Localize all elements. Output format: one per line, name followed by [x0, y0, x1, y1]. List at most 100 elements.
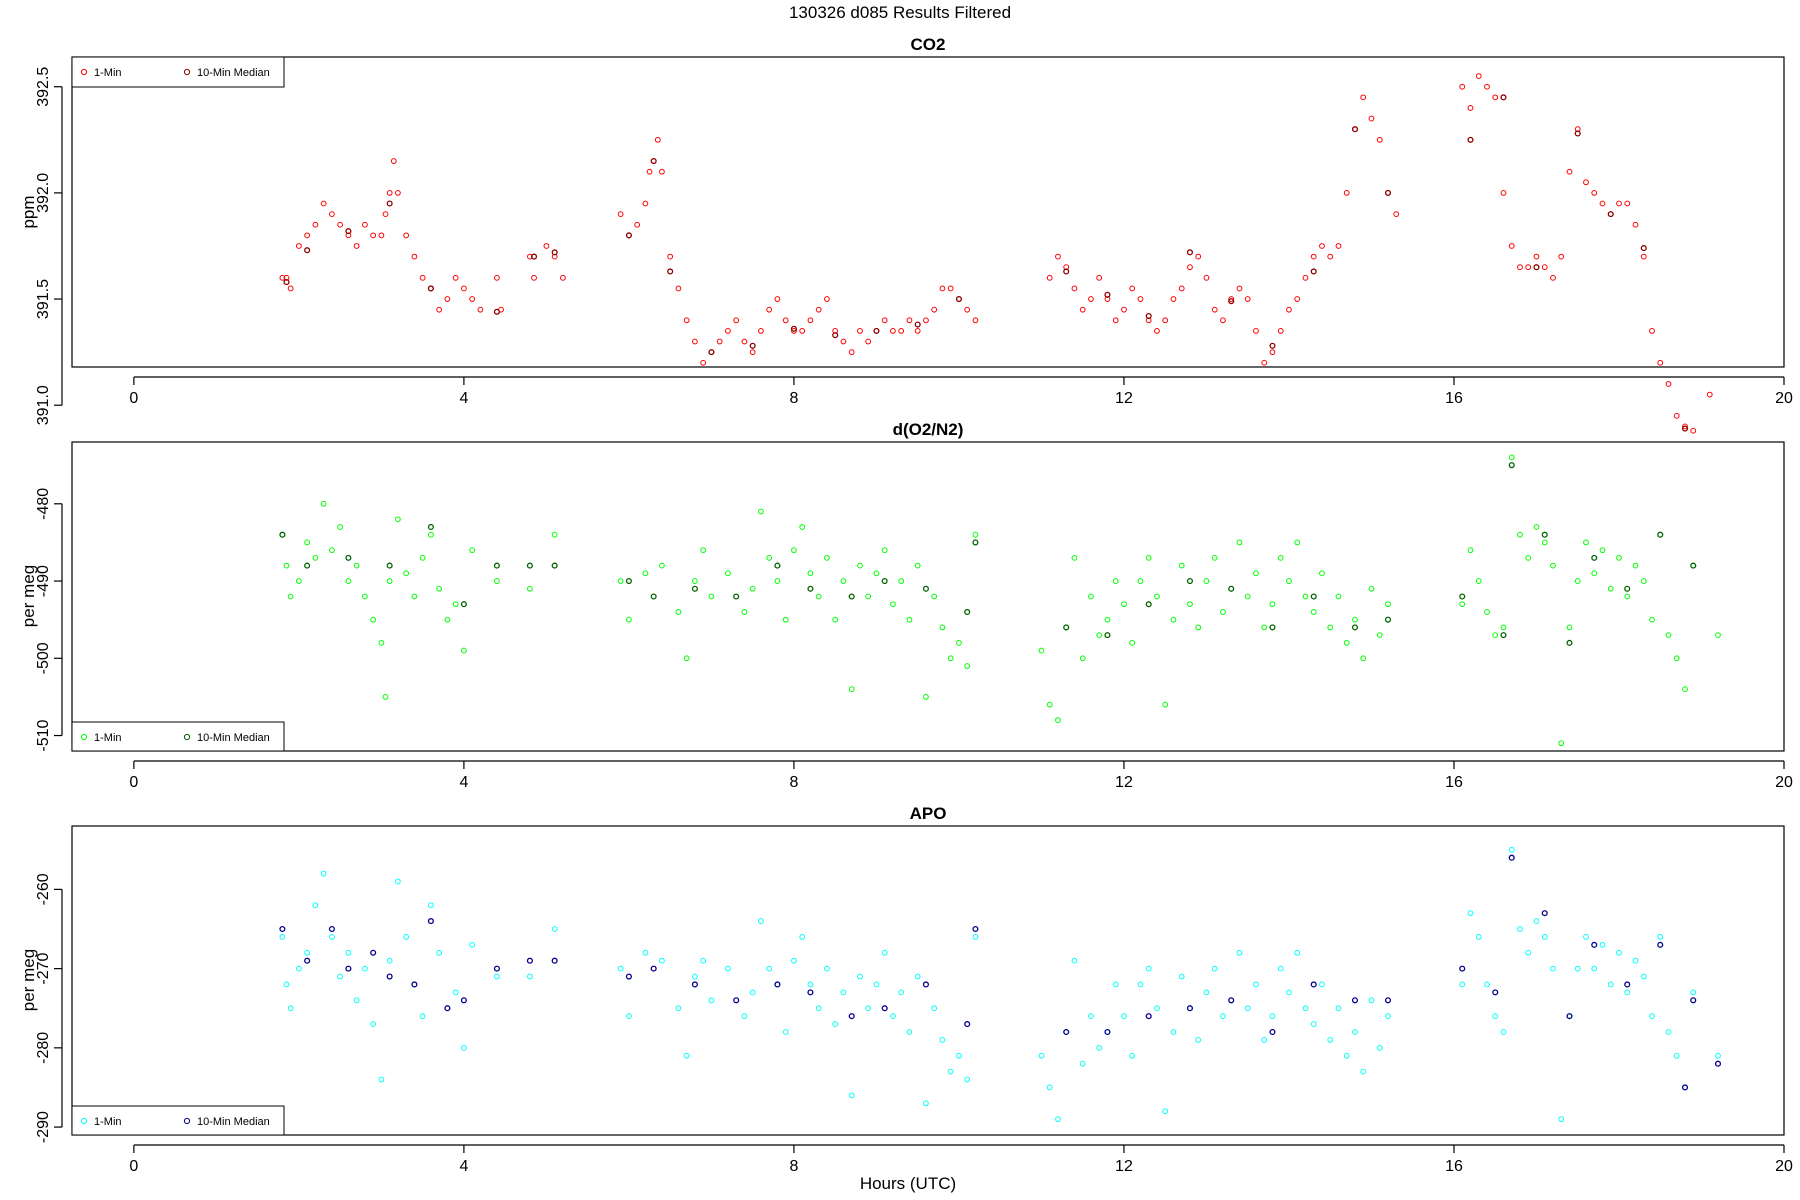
point-1min	[683, 317, 690, 324]
point-10min-median	[460, 601, 467, 608]
point-1min	[749, 989, 756, 996]
point-1min	[1665, 632, 1672, 639]
y-tick-label: -490	[35, 565, 52, 597]
point-1min	[1640, 973, 1647, 980]
y-tick-label: -280	[35, 1032, 52, 1064]
point-1min	[312, 902, 319, 909]
point-10min-median	[691, 585, 698, 592]
point-1min	[1475, 73, 1482, 80]
point-1min	[1253, 981, 1259, 988]
point-1min	[295, 243, 302, 249]
point-1min	[436, 306, 443, 313]
point-10min-median	[1500, 632, 1507, 639]
point-1min	[1310, 1021, 1317, 1027]
point-1min	[1310, 609, 1317, 615]
point-1min	[791, 328, 797, 334]
point-1min	[1484, 609, 1490, 615]
point-1min	[1508, 454, 1515, 461]
point-1min	[1261, 1037, 1268, 1043]
point-1min	[1665, 1029, 1672, 1035]
point-1min	[560, 274, 566, 281]
point-10min-median	[1310, 981, 1317, 988]
point-1min	[461, 1044, 467, 1051]
point-10min-median	[667, 268, 674, 275]
point-1min	[1492, 1013, 1499, 1020]
point-10min-median	[526, 562, 533, 569]
point-1min	[1071, 957, 1078, 964]
point-1min	[1104, 616, 1111, 623]
point-1min	[1055, 717, 1061, 723]
point-10min-median	[1186, 1005, 1194, 1012]
point-1min	[758, 918, 764, 924]
point-1min	[1137, 296, 1144, 302]
point-1min	[1178, 562, 1185, 569]
point-1min	[824, 554, 830, 561]
point-1min	[1459, 981, 1466, 988]
point-1min	[617, 578, 624, 584]
point-10min-median	[279, 531, 286, 538]
point-10min-median	[964, 608, 971, 615]
point-10min-median	[807, 585, 814, 592]
point-1min	[295, 578, 302, 584]
point-1min	[741, 338, 748, 345]
point-1min	[1558, 253, 1565, 260]
point-1min	[1649, 616, 1655, 623]
y-tick-label: -500	[35, 642, 52, 674]
point-10min-median	[304, 957, 311, 964]
point-1min	[1352, 1029, 1358, 1035]
point-1min	[378, 1076, 385, 1083]
point-1min	[1187, 264, 1193, 271]
point-10min-median	[708, 349, 715, 356]
point-10min-median	[1186, 577, 1194, 585]
point-1min	[279, 274, 286, 281]
point-1min	[646, 168, 653, 175]
point-1min	[394, 189, 401, 196]
legend-marker-median	[183, 733, 191, 741]
point-1min	[964, 306, 971, 313]
point-10min-median	[283, 279, 290, 286]
point-1min	[1525, 554, 1532, 561]
point-1min	[287, 593, 294, 600]
y-tick-label: -270	[35, 953, 52, 985]
point-1min	[1121, 306, 1127, 313]
point-1min	[675, 1005, 682, 1012]
point-1min	[390, 158, 397, 164]
point-1min	[1550, 562, 1556, 569]
point-1min	[947, 1068, 954, 1075]
point-1min	[1129, 639, 1136, 646]
point-10min-median	[386, 973, 393, 980]
x-tick-label: 4	[459, 1158, 468, 1175]
point-1min	[1508, 243, 1515, 249]
point-10min-median	[370, 949, 377, 956]
point-1min	[1079, 655, 1086, 662]
point-1min	[1319, 981, 1325, 988]
legend-box	[71, 56, 285, 88]
point-1min	[551, 926, 558, 932]
point-10min-median	[790, 325, 797, 332]
point-1min	[386, 189, 393, 196]
point-1min	[1599, 941, 1606, 948]
point-1min	[1137, 981, 1144, 988]
point-1min	[659, 168, 665, 175]
point-1min	[642, 949, 649, 956]
point-1min	[1574, 578, 1581, 584]
point-1min	[394, 516, 401, 523]
point-1min	[1294, 949, 1301, 956]
point-1min	[659, 562, 665, 569]
point-1min	[1682, 686, 1688, 693]
point-1min	[815, 1005, 822, 1012]
point-10min-median	[625, 973, 632, 980]
point-1min	[1376, 1044, 1383, 1051]
point-10min-median	[1657, 531, 1664, 538]
point-1min	[1368, 585, 1375, 592]
point-1min	[1228, 296, 1235, 302]
point-1min	[461, 285, 467, 292]
point-1min	[1632, 221, 1639, 228]
point-1min	[939, 624, 946, 631]
point-10min-median	[1351, 126, 1359, 133]
x-tick-label: 8	[789, 774, 798, 791]
point-1min	[1343, 189, 1350, 196]
point-1min	[1195, 624, 1202, 631]
legend-label-median: 10-Min Median	[197, 732, 270, 744]
point-1min	[1517, 531, 1523, 538]
